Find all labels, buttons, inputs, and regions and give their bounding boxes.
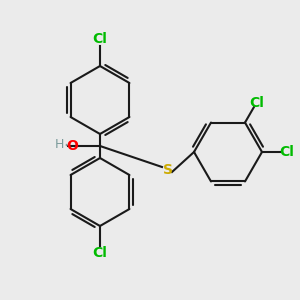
Text: Cl: Cl — [93, 32, 107, 46]
Text: Cl: Cl — [280, 145, 294, 159]
Text: S: S — [163, 163, 173, 177]
Text: ·: · — [63, 137, 69, 155]
Text: O: O — [66, 139, 78, 153]
Text: Cl: Cl — [250, 96, 264, 110]
Text: Cl: Cl — [93, 246, 107, 260]
Text: H: H — [55, 139, 64, 152]
